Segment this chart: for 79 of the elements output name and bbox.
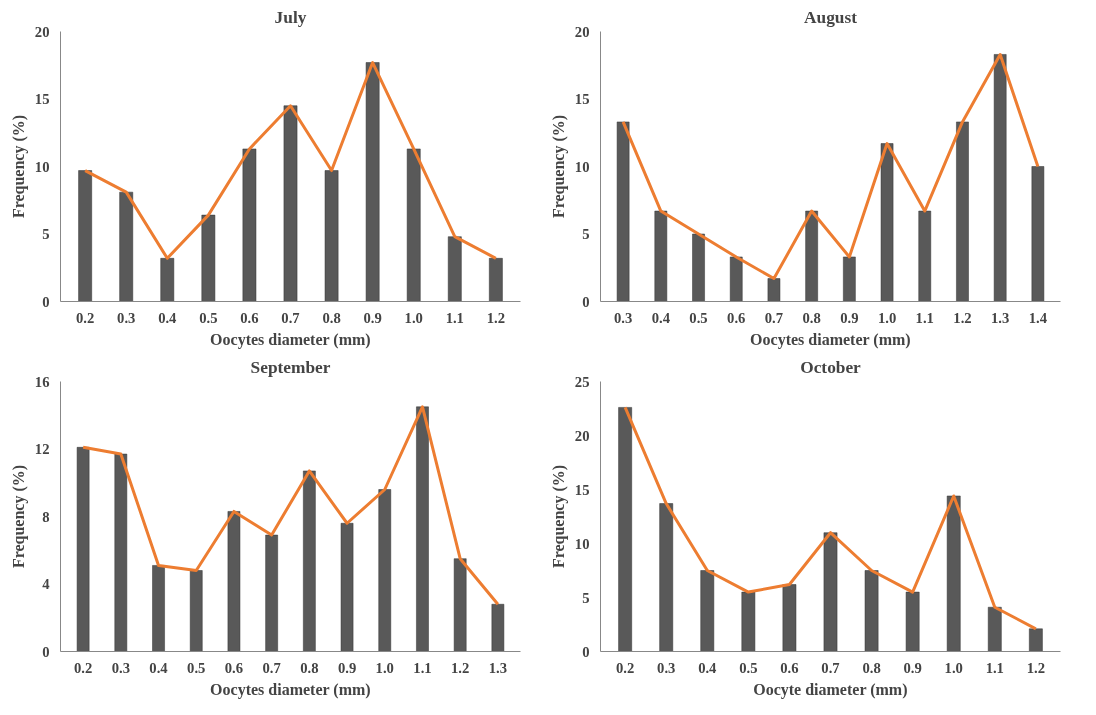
x-tick-label: 0.8 <box>300 659 319 676</box>
y-tick-label: 0 <box>582 643 590 660</box>
y-tick-label: 10 <box>574 535 590 552</box>
y-tick-label: 15 <box>34 91 50 107</box>
y-tick-label: 5 <box>582 589 590 606</box>
x-tick-label: 0.2 <box>615 659 635 676</box>
x-tick-label: 0.7 <box>821 659 840 676</box>
y-axis-title: Frequency (%) <box>9 114 28 219</box>
x-axis-title: Oocyte diameter (mm) <box>753 680 908 699</box>
y-tick-label: 0 <box>582 293 590 310</box>
chart-title: August <box>804 7 858 27</box>
y-axis-title: Frequency (%) <box>9 464 28 569</box>
x-tick-label: 1.1 <box>445 309 464 326</box>
x-tick-label: 0.6 <box>727 309 746 326</box>
x-tick-label: 1.2 <box>953 309 972 326</box>
x-tick-label: 1.2 <box>451 659 470 676</box>
y-tick-label: 5 <box>42 226 50 242</box>
y-tick-label: 0 <box>42 293 50 310</box>
x-tick-label: 1.4 <box>1028 309 1048 326</box>
y-tick-label: 0 <box>42 643 50 660</box>
x-axis-title: Oocytes diameter (mm) <box>210 330 371 349</box>
x-tick-label: 0.7 <box>262 659 281 676</box>
x-tick-label: 0.5 <box>689 309 708 326</box>
x-tick-label: 0.8 <box>802 309 821 326</box>
x-tick-label: 0.4 <box>149 659 169 676</box>
x-tick-label: 1.2 <box>1026 659 1046 676</box>
x-tick-label: 1.0 <box>404 309 423 326</box>
x-tick-label: 0.3 <box>111 659 130 676</box>
x-tick-label: 0.7 <box>764 309 784 326</box>
x-tick-label: 0.4 <box>651 309 671 326</box>
x-tick-label: 1.1 <box>413 659 432 676</box>
x-tick-label: 0.5 <box>187 659 206 676</box>
x-axis-title: Oocytes diameter (mm) <box>750 330 911 349</box>
x-tick-label: 0.4 <box>698 659 718 676</box>
x-tick-label: 1.0 <box>877 309 897 326</box>
chart-title: October <box>800 357 862 377</box>
x-tick-label: 0.7 <box>281 309 300 326</box>
y-tick-label: 8 <box>42 508 50 525</box>
chart-title: September <box>250 357 331 377</box>
y-tick-label: 4 <box>42 576 51 592</box>
x-tick-label: 1.0 <box>944 659 963 676</box>
y-axis-title: Frequency (%) <box>549 464 568 569</box>
y-axis-title: Frequency (%) <box>549 114 568 219</box>
x-tick-label: 1.2 <box>486 309 506 326</box>
x-tick-label: 0.3 <box>613 309 633 326</box>
x-tick-label: 0.8 <box>862 659 881 676</box>
y-tick-label: 20 <box>34 23 50 40</box>
x-tick-label: 1.1 <box>985 659 1004 676</box>
x-tick-label: 0.3 <box>117 309 136 326</box>
x-tick-label: 0.2 <box>75 309 95 326</box>
x-tick-label: 0.5 <box>199 309 218 326</box>
y-tick-label: 15 <box>574 91 590 107</box>
x-tick-label: 0.9 <box>337 659 357 676</box>
y-tick-label: 25 <box>574 373 590 390</box>
y-tick-label: 20 <box>574 427 590 444</box>
x-tick-label: 1.1 <box>915 309 934 326</box>
y-tick-label: 12 <box>34 441 50 457</box>
y-tick-label: 20 <box>574 23 590 40</box>
x-tick-label: 1.3 <box>488 659 508 676</box>
x-tick-label: 0.4 <box>158 309 178 326</box>
x-tick-label: 0.9 <box>363 309 382 326</box>
x-tick-label: 0.9 <box>903 659 922 676</box>
x-tick-label: 0.6 <box>224 659 244 676</box>
x-axis-title: Oocytes diameter (mm) <box>210 680 371 699</box>
y-tick-label: 10 <box>34 158 50 175</box>
chart-title: July <box>274 7 307 27</box>
x-tick-label: 0.5 <box>739 659 758 676</box>
x-tick-label: 0.9 <box>840 309 859 326</box>
x-tick-label: 1.3 <box>991 309 1010 326</box>
y-tick-label: 15 <box>574 481 590 498</box>
x-tick-label: 0.6 <box>240 309 259 326</box>
y-tick-label: 10 <box>574 158 590 175</box>
x-tick-label: 0.6 <box>780 659 799 676</box>
x-tick-label: 0.2 <box>73 659 93 676</box>
x-tick-label: 1.0 <box>375 659 394 676</box>
y-tick-label: 16 <box>34 373 50 390</box>
x-tick-label: 0.8 <box>322 309 341 326</box>
x-tick-label: 0.3 <box>657 659 676 676</box>
y-tick-label: 5 <box>582 226 590 242</box>
